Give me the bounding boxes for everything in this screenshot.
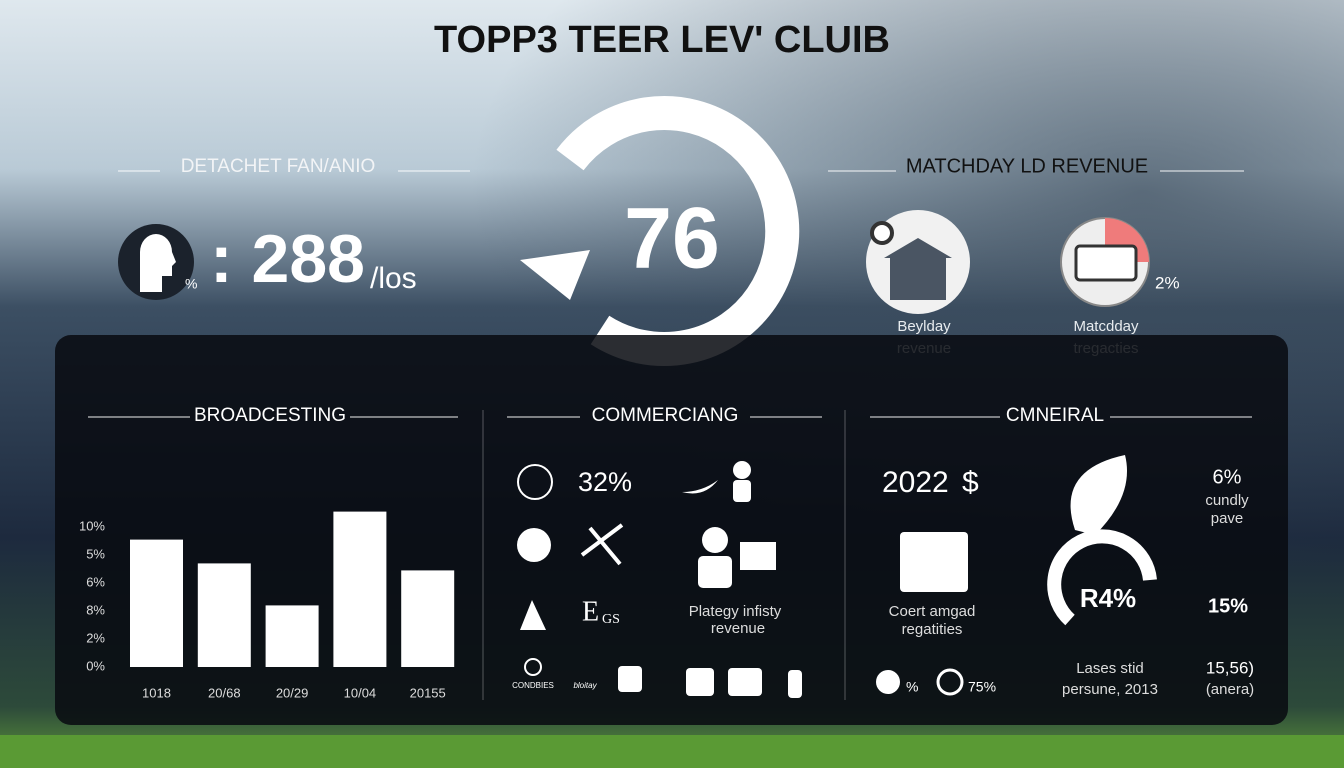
caption: cundly	[1205, 492, 1249, 509]
section-title: COMMERCIANG	[592, 405, 739, 426]
bar	[401, 570, 455, 667]
caption: Plategy infisty	[689, 603, 782, 620]
caption: Coert amgad	[889, 603, 976, 620]
leaf-icon	[1070, 455, 1127, 535]
bar	[265, 605, 319, 667]
pitch	[0, 735, 1344, 768]
caption: Beylday	[897, 318, 951, 335]
note: Lases stid	[1076, 660, 1144, 677]
caption: Matcdday	[1073, 318, 1139, 335]
person-icon	[733, 480, 751, 502]
y-axis-label: 5%	[86, 546, 105, 561]
y-axis-label: 0%	[86, 658, 105, 673]
fan-prefix: %	[185, 276, 197, 292]
small-pct: 75%	[968, 679, 996, 695]
note: persune, 2013	[1062, 681, 1158, 698]
x-tick-label: 20155	[410, 685, 446, 700]
head-icon	[140, 234, 176, 292]
y-axis-label: 8%	[86, 602, 105, 617]
caption: regatities	[902, 621, 963, 638]
section-title: BROADCESTING	[194, 405, 346, 426]
caption: revenue	[711, 620, 765, 637]
figure: (anera)	[1206, 681, 1254, 698]
ring-icon	[1047, 529, 1157, 626]
matchday-note: 2%	[1155, 273, 1180, 292]
x-tick-label: 10/04	[344, 685, 377, 700]
ring-label: R4%	[1080, 583, 1136, 613]
person-icon	[686, 668, 714, 696]
person-icon	[728, 668, 762, 696]
small-pct: %	[906, 679, 918, 695]
icon	[524, 658, 542, 676]
mark-big: E	[582, 596, 599, 627]
crest-icon	[936, 668, 964, 696]
bar	[197, 563, 251, 667]
gear-icon	[870, 221, 894, 245]
x-tick-label: 20/68	[208, 685, 241, 700]
figure: 15,56)	[1206, 658, 1254, 677]
fan-suffix: /los	[370, 262, 417, 295]
center-stat: 76	[624, 191, 720, 287]
crest-icon	[876, 670, 900, 694]
pct: 6%	[1213, 466, 1242, 488]
pct: 15%	[1208, 595, 1248, 617]
person-icon	[733, 461, 751, 479]
currency: $	[962, 466, 979, 499]
section-title: CMNEIRAL	[1006, 405, 1104, 426]
bar	[333, 511, 387, 667]
person-icon	[788, 670, 802, 698]
small-label: bloitay	[573, 681, 597, 690]
small-label: CONDBIES	[512, 681, 554, 690]
screen-icon	[740, 542, 776, 570]
swoosh-icon	[682, 480, 718, 494]
matchday-label: MATCHDAY LD REVENUE	[906, 155, 1148, 177]
fan-label: DETACHET FAN/ANIO	[181, 156, 376, 177]
y-axis-label: 6%	[86, 574, 105, 589]
title: TOPP3 TEER LEV' CLUIB	[434, 19, 890, 61]
bar	[130, 539, 183, 667]
ticket-icon	[1074, 244, 1138, 282]
icon	[520, 600, 546, 630]
fan-value: : 288	[210, 221, 365, 297]
ball-icon	[517, 528, 551, 562]
ring-arrow	[520, 250, 590, 300]
year: 2022	[882, 466, 949, 499]
y-axis-label: 10%	[79, 518, 105, 533]
mark-small: GS	[602, 612, 620, 627]
android-icon	[618, 666, 642, 692]
person-icon	[698, 556, 732, 588]
x-tick-label: 20/29	[276, 685, 309, 700]
building-icon	[884, 238, 952, 300]
y-axis-label: 2%	[86, 630, 105, 645]
box-icon	[900, 532, 968, 592]
person-icon	[702, 527, 728, 553]
bar-chart: 10% 5% 6% 8% 2% 0% 1018 20/68 20/29 10/04 20155	[79, 511, 455, 700]
caption: pave	[1211, 510, 1244, 527]
commercial-stat: 32%	[578, 467, 632, 497]
x-tick-label: 1018	[142, 685, 171, 700]
icon	[580, 523, 624, 566]
icon	[517, 464, 553, 500]
